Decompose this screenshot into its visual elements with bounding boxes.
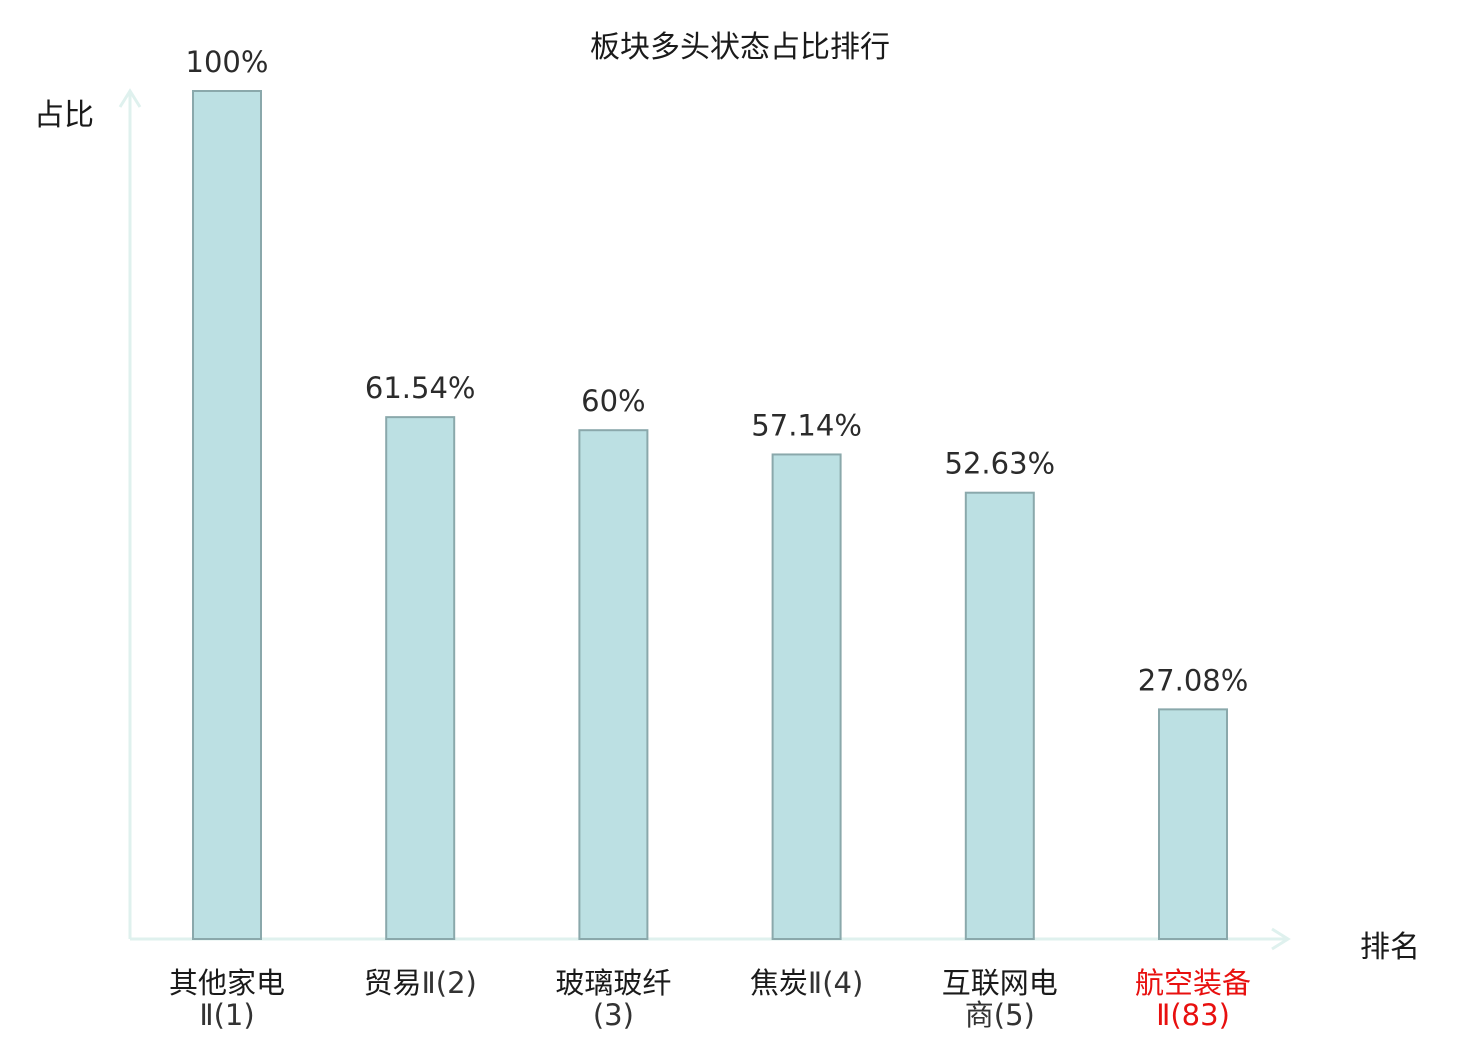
bar-value-label: 100%: [186, 45, 269, 79]
category-label: 航空装备: [1135, 966, 1251, 1000]
category-label-suffix: Ⅱ(83): [1156, 998, 1230, 1032]
category-label-suffix: Ⅱ(4): [808, 966, 863, 1000]
bar-value-label: 60%: [581, 384, 645, 418]
x-axis-arrow: [1271, 927, 1291, 951]
value-labels: 100% 61.54% 60% 57.14% 52.63% 27.08%: [186, 45, 1249, 697]
bar-series: [192, 90, 1228, 940]
category-label: 互联网电: [942, 966, 1058, 1000]
bar: [964, 491, 1035, 940]
category-label: 玻璃玻纤: [555, 966, 671, 1000]
axes: [118, 88, 1291, 951]
category-label-suffix: Ⅱ(2): [422, 966, 477, 1000]
chart-title: 板块多头状态占比排行: [590, 30, 890, 65]
category-label: 其他家电: [169, 966, 285, 1000]
bar-value-label: 61.54%: [365, 371, 476, 405]
bar-value-label: 57.14%: [751, 408, 862, 442]
category-label-suffix: (3): [593, 998, 634, 1032]
category-label: 焦炭Ⅱ(4): [750, 966, 863, 1000]
y-axis-arrow: [118, 88, 142, 108]
bar: [385, 416, 456, 940]
category-label-suffix: 商(5): [965, 998, 1035, 1032]
x-axis-label: 排名: [1360, 930, 1420, 965]
bar-value-label: 52.63%: [945, 447, 1056, 481]
bar: [578, 429, 649, 940]
category-label-suffix: Ⅱ(1): [199, 998, 254, 1032]
bar: [771, 453, 842, 940]
bar-value-label: 27.08%: [1138, 663, 1249, 697]
category-label: 贸易Ⅱ(2): [364, 966, 477, 1000]
bar: [1158, 708, 1228, 940]
y-axis-label: 占比: [34, 98, 94, 133]
bar: [192, 90, 262, 940]
